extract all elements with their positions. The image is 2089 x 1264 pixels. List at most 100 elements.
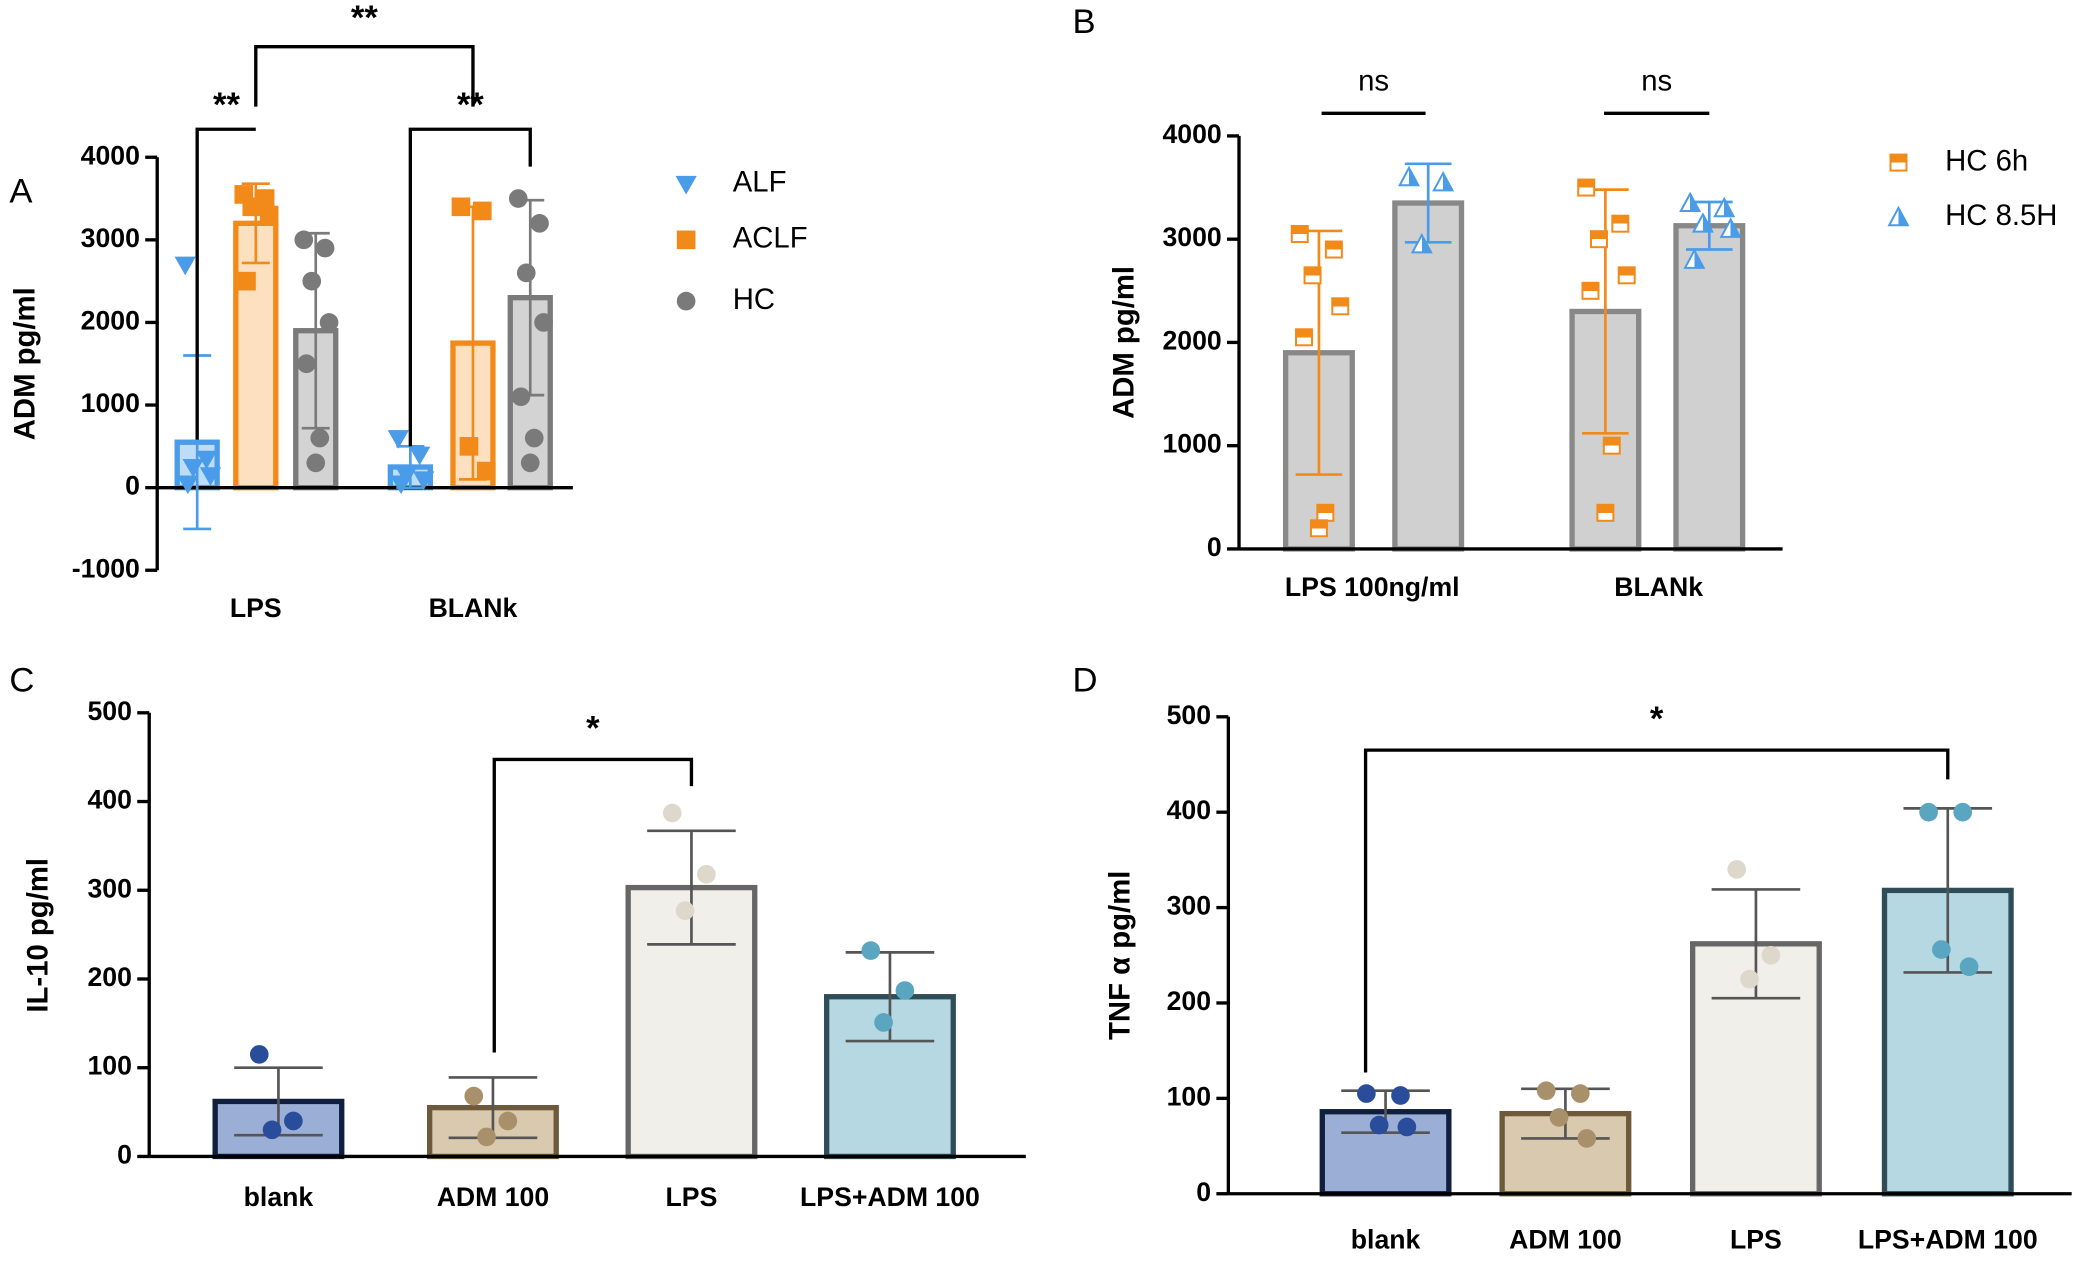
bar: [1392, 200, 1465, 552]
data-point: [174, 256, 196, 276]
data-point: [306, 453, 326, 473]
error-bar: [647, 829, 736, 946]
data-point: [1357, 1084, 1376, 1103]
data-point: [511, 387, 531, 407]
data-point: [1740, 969, 1759, 989]
data-point: [1683, 248, 1706, 269]
significance-bracket: [195, 127, 256, 440]
panel-label: A: [9, 172, 33, 210]
legend-label: ACLF: [733, 222, 808, 255]
data-point: [498, 1111, 518, 1131]
y-tick-label: 3000: [81, 223, 140, 253]
y-tick-label: 4000: [1162, 119, 1221, 149]
data-point: [1577, 1129, 1597, 1148]
data-point: [1959, 957, 1979, 977]
y-tick-label: 0: [1207, 532, 1222, 562]
data-point: [1581, 281, 1600, 300]
legend-label: HC 6h: [1945, 144, 2028, 177]
data-point: [508, 189, 528, 208]
data-point: [1617, 266, 1636, 285]
data-point: [1611, 214, 1630, 233]
data-point: [1369, 1115, 1389, 1135]
data-point: [1290, 225, 1309, 244]
y-axis-title: ADM pg/ml: [1108, 266, 1141, 419]
data-point: [1953, 802, 1973, 822]
y-tick-label: 400: [1167, 795, 1211, 825]
data-point: [315, 238, 335, 258]
data-point: [387, 430, 410, 449]
y-tick-label: 2000: [81, 305, 140, 335]
data-point: [284, 1111, 303, 1131]
data-point: [1761, 945, 1781, 965]
data-point: [1303, 266, 1322, 285]
x-tick-label: LPS: [666, 1182, 718, 1212]
data-point: [1432, 170, 1455, 192]
x-tick-label: LPS+ADM 100: [800, 1182, 980, 1212]
x-tick-label: BLANk: [429, 593, 518, 623]
data-point: [534, 313, 553, 332]
y-tick-label: 2000: [1162, 325, 1221, 355]
y-tick-label: 1000: [81, 388, 140, 418]
data-point: [242, 197, 262, 217]
data-point: [1397, 1117, 1417, 1137]
data-point: [477, 1127, 496, 1147]
x-tick-label: ADM 100: [1509, 1225, 1621, 1255]
legend-marker: [675, 175, 697, 195]
x-tick-label: LPS: [1730, 1225, 1782, 1255]
x-tick-label: LPS 100ng/ml: [1285, 572, 1460, 602]
significance-label: **: [351, 0, 378, 37]
y-tick-label: 100: [87, 1051, 131, 1081]
panel-label: D: [1072, 661, 1097, 699]
significance-label: *: [586, 709, 600, 747]
data-point: [390, 475, 412, 495]
y-tick-label: 4000: [81, 140, 140, 170]
data-point: [1324, 240, 1343, 259]
legend-marker: [1887, 205, 1910, 227]
data-point: [259, 205, 279, 225]
data-point: [413, 471, 435, 491]
data-point: [294, 230, 314, 250]
significance-bracket: [492, 757, 694, 1053]
data-point: [1410, 232, 1433, 254]
data-point: [297, 354, 316, 374]
data-point: [476, 461, 496, 481]
data-point: [1309, 519, 1328, 538]
data-point: [464, 1086, 484, 1106]
y-tick-label: 300: [1167, 891, 1211, 921]
data-point: [675, 901, 695, 920]
data-point: [451, 197, 471, 217]
legend-marker: [1889, 153, 1908, 172]
data-point: [895, 981, 915, 1000]
legend-marker: [676, 230, 696, 250]
data-point: [1679, 191, 1702, 213]
data-point: [310, 428, 330, 448]
data-point: [319, 313, 339, 332]
data-point: [861, 941, 881, 960]
significance-label: **: [457, 86, 484, 124]
y-tick-label: 100: [1167, 1081, 1211, 1111]
significance-label: *: [1650, 700, 1664, 738]
data-point: [302, 271, 322, 291]
x-tick-label: blank: [1351, 1225, 1421, 1255]
x-tick-label: LPS+ADM 100: [1858, 1225, 2038, 1255]
error-bar: [1404, 162, 1452, 244]
y-tick-label: 200: [1167, 986, 1211, 1016]
data-point: [1589, 230, 1608, 249]
data-point: [1727, 860, 1747, 879]
data-point: [516, 263, 536, 283]
data-point: [1919, 802, 1938, 822]
data-point: [249, 1045, 269, 1064]
data-point: [1549, 1108, 1569, 1127]
data-point: [1295, 328, 1314, 347]
x-tick-label: BLANk: [1614, 572, 1703, 602]
y-tick-label: 3000: [1162, 222, 1221, 252]
significance-bracket: [254, 45, 475, 107]
data-point: [1932, 940, 1951, 959]
y-tick-label: -1000: [72, 553, 140, 583]
y-axis-title: IL-10 pg/ml: [22, 858, 55, 1013]
x-tick-label: blank: [244, 1182, 314, 1212]
data-point: [262, 1120, 282, 1140]
data-point: [1571, 1084, 1590, 1103]
significance-bracket: [1363, 748, 1950, 1073]
